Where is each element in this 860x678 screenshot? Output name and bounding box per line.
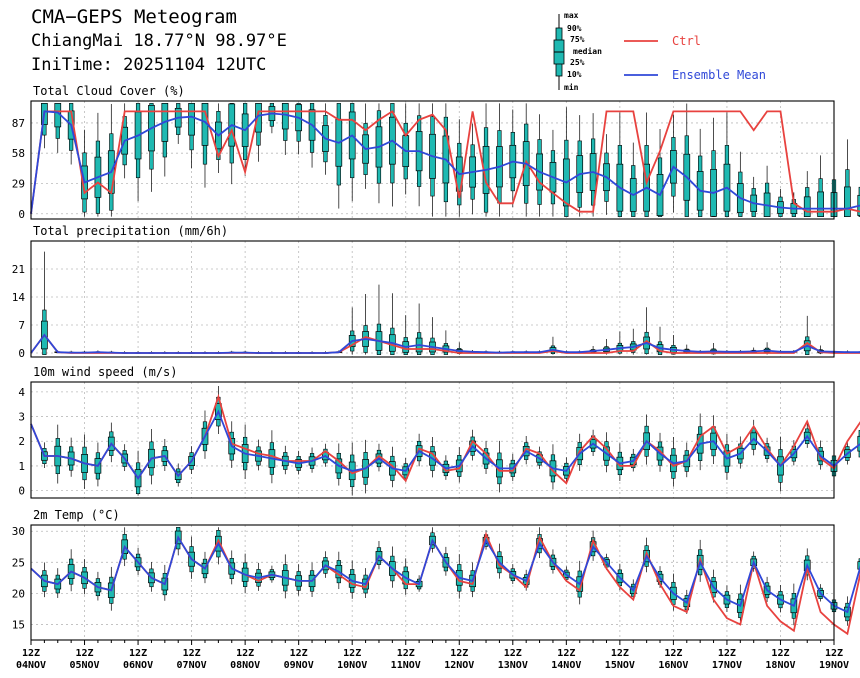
mean-series-line — [30, 409, 860, 480]
x-tick-hour: 12Z — [236, 648, 254, 659]
y-tick-label: 58 — [12, 147, 25, 160]
x-tick-date: 09NOV — [284, 660, 314, 671]
location-label: ChiangMai 18.77°N 98.97°E — [31, 31, 287, 51]
x-tick-date: 13NOV — [498, 660, 528, 671]
x-tick-hour: 12Z — [557, 648, 575, 659]
y-tick-label: 3 — [18, 411, 25, 424]
y-tick-label: 87 — [12, 117, 25, 130]
x-tick-date: 17NOV — [712, 660, 742, 671]
ctrl-series-line — [30, 110, 860, 214]
legend-box-label: 75% — [570, 35, 585, 44]
x-tick-hour: 12Z — [22, 648, 40, 659]
x-tick-hour: 12Z — [290, 648, 308, 659]
panel-frame — [30, 100, 835, 220]
legend-box-label: 25% — [570, 58, 585, 67]
y-tick-label: 21 — [12, 263, 25, 276]
box-iqr — [844, 186, 851, 217]
x-tick-hour: 12Z — [76, 648, 94, 659]
x-tick-date: 18NOV — [765, 660, 795, 671]
x-tick-hour: 12Z — [129, 648, 147, 659]
ctrl-series-line — [30, 393, 860, 485]
panel-title: 2m Temp (°C) — [33, 508, 120, 522]
x-tick-date: 06NOV — [123, 660, 153, 671]
x-tick-hour: 12Z — [825, 648, 843, 659]
y-tick-label: 15 — [12, 618, 25, 631]
y-tick-label: 30 — [12, 525, 25, 538]
x-tick-hour: 12Z — [664, 648, 682, 659]
x-tick-hour: 12Z — [504, 648, 522, 659]
y-tick-label: 0 — [18, 208, 25, 221]
legend-box-label: max — [564, 11, 579, 20]
legend-box-label: 10% — [567, 70, 582, 79]
y-tick-label: 1 — [18, 460, 25, 473]
x-tick-date: 10NOV — [337, 660, 367, 671]
box-iqr — [817, 191, 824, 217]
x-tick-date: 04NOV — [16, 660, 46, 671]
panel-frame — [30, 240, 835, 358]
x-tick-date: 08NOV — [230, 660, 260, 671]
x-tick-hour: 12Z — [611, 648, 629, 659]
y-tick-label: 0 — [18, 485, 25, 498]
box-iqr — [857, 561, 860, 570]
x-tick-date: 12NOV — [444, 660, 474, 671]
legend-mean-label: Ensemble Mean — [672, 68, 766, 82]
box-iqr — [857, 435, 860, 452]
y-tick-label: 4 — [18, 386, 25, 399]
x-tick-date: 14NOV — [551, 660, 581, 671]
box-iqr — [188, 103, 195, 136]
y-tick-label: 29 — [12, 177, 25, 190]
y-tick-label: 14 — [12, 291, 26, 304]
ctrl-series-line — [30, 531, 860, 636]
x-tick-hour: 12Z — [183, 648, 201, 659]
x-tick-hour: 12Z — [450, 648, 468, 659]
chart-title: CMA−GEPS Meteogram — [31, 6, 237, 28]
legend-ctrl-label: Ctrl — [672, 34, 701, 48]
y-tick-label: 20 — [12, 587, 25, 600]
x-tick-hour: 12Z — [718, 648, 736, 659]
x-tick-date: 11NOV — [391, 660, 421, 671]
init-time-label: IniTime: 20251104 12UTC — [31, 55, 267, 75]
panel-title: Total precipitation (mm/6h) — [33, 224, 228, 238]
y-tick-label: 7 — [18, 319, 25, 332]
x-tick-date: 16NOV — [658, 660, 688, 671]
mean-series-line — [30, 535, 860, 614]
y-tick-label: 25 — [12, 556, 25, 569]
y-tick-label: 2 — [18, 435, 25, 448]
box-iqr — [281, 103, 289, 130]
panel-frame — [30, 381, 835, 499]
x-tick-date: 19NOV — [819, 660, 849, 671]
x-tick-date: 05NOV — [69, 660, 99, 671]
x-tick-date: 07NOV — [177, 660, 207, 671]
x-tick-hour: 12Z — [771, 648, 789, 659]
legend-box-label: median — [573, 46, 602, 56]
legend-box-label: min — [564, 82, 579, 92]
mean-series-line — [30, 110, 860, 214]
x-tick-hour: 12Z — [343, 648, 361, 659]
mean-series-line — [30, 333, 860, 354]
panel-title: Total Cloud Cover (%) — [33, 84, 185, 98]
x-tick-date: 15NOV — [605, 660, 635, 671]
box-iqr — [803, 196, 811, 217]
x-tick-hour: 12Z — [397, 648, 415, 659]
legend-box-label: 90% — [567, 24, 582, 33]
panel-title: 10m wind speed (m/s) — [33, 365, 178, 379]
y-tick-label: 0 — [18, 347, 25, 360]
